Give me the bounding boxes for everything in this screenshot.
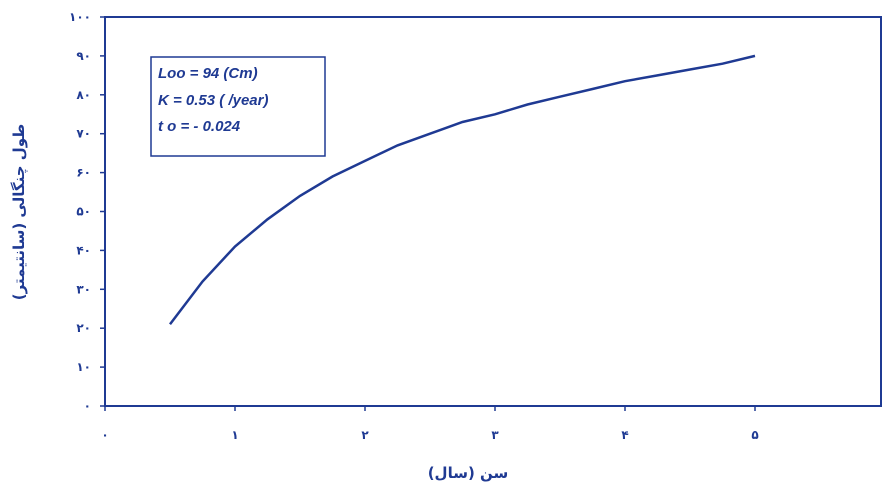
x-tick-label: ۵: [751, 428, 758, 442]
y-tick-label: ۳۰: [76, 282, 91, 296]
y-tick-label: ۲۰: [76, 321, 91, 335]
growth-curve: [169, 54, 756, 326]
y-tick-label: ۷۰: [76, 127, 91, 141]
param-loo: Loo = 94 (Cm): [158, 65, 258, 82]
y-tick-label: ۵۰: [76, 205, 91, 219]
x-ticks: ۰ ۱ ۲ ۳ ۴ ۵: [101, 406, 759, 442]
y-tick-label: ۹۰: [76, 49, 91, 63]
x-tick-label: ۰: [101, 428, 108, 442]
param-k: K = 0.53 ( /year): [158, 92, 268, 109]
param-t0: t o = - 0.024: [158, 118, 241, 135]
y-tick-label: ۱۰: [76, 360, 91, 374]
y-tick-label: ۸۰: [76, 88, 91, 102]
x-tick-label: ۴: [621, 428, 628, 442]
parameter-box-frame: [150, 56, 326, 157]
y-tick-label: ۰: [84, 399, 91, 413]
y-ticks: ۰ ۱۰ ۲۰ ۳۰ ۴۰ ۵۰ ۶۰ ۷۰ ۸۰ ۹۰ ۱۰۰: [69, 10, 105, 413]
y-tick-label: ۱۰۰: [69, 10, 91, 24]
x-tick-label: ۲: [361, 428, 369, 442]
x-tick-label: ۱: [231, 428, 238, 442]
y-tick-label: ۴۰: [76, 243, 91, 257]
x-tick-label: ۳: [491, 428, 499, 442]
y-axis-title: طول چنگالی (سانتیمتر): [10, 124, 29, 301]
parameter-box: Loo = 94 (Cm) K = 0.53 ( /year) t o = - …: [150, 56, 326, 157]
x-axis-title: سن (سال): [428, 464, 509, 482]
y-tick-label: ۶۰: [76, 166, 91, 180]
